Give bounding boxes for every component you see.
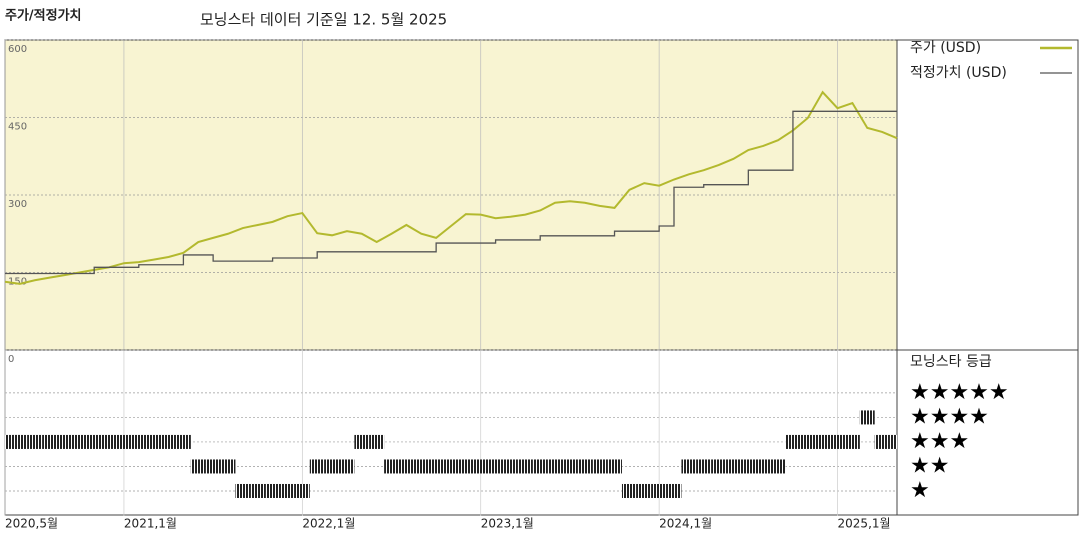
rating-bar bbox=[889, 434, 897, 449]
rating-bar bbox=[220, 459, 236, 474]
rating-bar bbox=[651, 483, 667, 498]
y-tick-label: 0 bbox=[8, 354, 14, 365]
rating-bar bbox=[131, 434, 147, 449]
rating-bar bbox=[235, 483, 251, 498]
x-tick-label: 2021,1월 bbox=[124, 517, 177, 531]
rating-bar bbox=[116, 434, 132, 449]
rating-bar bbox=[607, 459, 622, 474]
rating-label: ★★ bbox=[910, 453, 949, 478]
rating-bar bbox=[354, 434, 370, 449]
legend-label: 주가 (USD) bbox=[910, 40, 981, 56]
rating-label: ★★★ bbox=[910, 429, 969, 454]
legend-label: 적정가치 (USD) bbox=[910, 65, 1007, 81]
x-tick-label: 2020,5월 bbox=[5, 517, 58, 531]
rating-bar bbox=[398, 459, 414, 474]
rating-bar bbox=[726, 459, 741, 474]
rating-bar bbox=[42, 434, 58, 449]
rating-bar bbox=[101, 434, 117, 449]
rating-bar bbox=[294, 483, 310, 498]
rating-bar bbox=[175, 434, 191, 449]
x-tick-label: 2025,1월 bbox=[838, 517, 891, 531]
rating-bar bbox=[740, 459, 756, 474]
rating-bar bbox=[265, 483, 281, 498]
y-tick-label: 300 bbox=[8, 199, 27, 210]
y-tick-label: 600 bbox=[8, 44, 27, 55]
rating-bar bbox=[488, 459, 504, 474]
rating-bar bbox=[458, 459, 474, 474]
rating-bar bbox=[12, 434, 28, 449]
rating-bar bbox=[621, 483, 637, 498]
chart-title: 주가/적정가치 bbox=[5, 8, 82, 24]
x-tick-label: 2023,1월 bbox=[481, 517, 534, 531]
rating-bar bbox=[815, 434, 831, 449]
rating-bar bbox=[503, 459, 518, 474]
rating-bar bbox=[280, 483, 295, 498]
rating-bar bbox=[384, 459, 399, 474]
data-line bbox=[4, 90, 898, 285]
rating-bar bbox=[71, 434, 87, 449]
rating-bar bbox=[562, 459, 578, 474]
rating-bar bbox=[785, 434, 801, 449]
rating-bar bbox=[473, 459, 489, 474]
rating-label: ★★★★★ bbox=[910, 380, 1009, 405]
rating-bar bbox=[413, 459, 429, 474]
rating-bar bbox=[874, 434, 890, 449]
rating-label: ★★★★ bbox=[910, 404, 989, 429]
rating-bar bbox=[428, 459, 444, 474]
rating-bar bbox=[190, 459, 206, 474]
rating-bar bbox=[666, 483, 682, 498]
rating-bar bbox=[859, 410, 875, 425]
rating-bar bbox=[250, 483, 266, 498]
rating-bar bbox=[205, 459, 221, 474]
rating-bar bbox=[57, 434, 72, 449]
rating-bar bbox=[547, 459, 563, 474]
rating-bar bbox=[517, 459, 533, 474]
rating-bar bbox=[681, 459, 697, 474]
rating-bar bbox=[27, 434, 43, 449]
rating-title: 모닝스타 등급 bbox=[910, 354, 992, 370]
rating-bar bbox=[830, 434, 845, 449]
rating-bar bbox=[844, 434, 860, 449]
rating-bar bbox=[696, 459, 712, 474]
chart-subtitle: 모닝스타 데이터 기준일 12. 5월 2025 bbox=[200, 11, 447, 29]
data-line bbox=[5, 110, 897, 275]
rating-bar bbox=[532, 459, 548, 474]
rating-bar bbox=[146, 434, 162, 449]
x-tick-label: 2022,1월 bbox=[302, 517, 355, 531]
rating-bar bbox=[309, 459, 325, 474]
y-tick-label: 150 bbox=[8, 277, 27, 288]
rating-bar bbox=[755, 459, 771, 474]
rating-bar bbox=[324, 459, 340, 474]
rating-bar bbox=[577, 459, 593, 474]
rating-label: ★ bbox=[910, 478, 930, 503]
rating-bar bbox=[339, 459, 355, 474]
rating-bar bbox=[770, 459, 786, 474]
y-tick-label: 450 bbox=[8, 122, 27, 133]
rating-bar bbox=[636, 483, 652, 498]
rating-bar bbox=[592, 459, 608, 474]
rating-bar bbox=[161, 434, 176, 449]
x-tick-label: 2024,1월 bbox=[659, 517, 712, 531]
rating-bar bbox=[86, 434, 102, 449]
rating-bar bbox=[369, 434, 385, 449]
rating-bar bbox=[711, 459, 727, 474]
rating-bar bbox=[800, 434, 816, 449]
rating-bar bbox=[443, 459, 459, 474]
